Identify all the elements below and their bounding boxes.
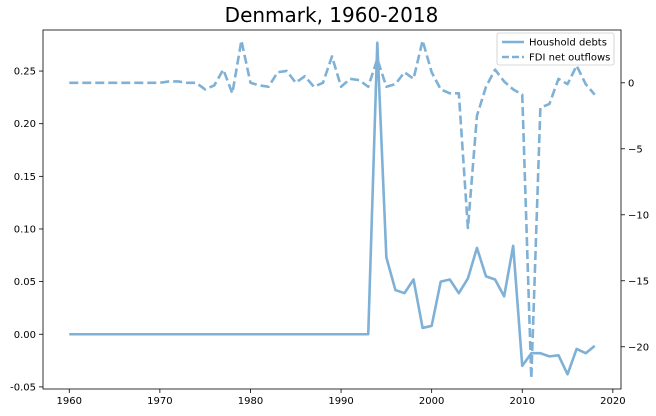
x-tick-label: 1990 bbox=[328, 396, 353, 407]
series-line-fdi-net-outflows bbox=[69, 39, 596, 380]
series-line-houshold-debts bbox=[69, 41, 596, 376]
y-left-tick-label: 0.15 bbox=[14, 172, 36, 183]
y-left-axis-ticks: -0.05 0.00 0.05 0.10 0.15 0.20 0.25 bbox=[10, 67, 43, 393]
y-right-tick-label: −10 bbox=[628, 210, 649, 221]
y-left-tick-label: 0.20 bbox=[14, 119, 36, 130]
y-left-tick-label: 0.25 bbox=[14, 67, 36, 78]
y-left-tick-label: 0.10 bbox=[14, 224, 36, 235]
legend-box bbox=[496, 32, 615, 66]
legend: Houshold debts FDI net outflows bbox=[496, 32, 615, 66]
y-left-tick-label: -0.05 bbox=[10, 382, 36, 393]
chart-title: Denmark, 1960-2018 bbox=[225, 3, 439, 27]
legend-label: Houshold debts bbox=[529, 38, 607, 49]
x-axis-ticks: 1960 1970 1980 1990 2000 2010 2020 bbox=[57, 389, 626, 407]
y-right-tick-label: 0 bbox=[628, 78, 634, 89]
x-tick-label: 1980 bbox=[238, 396, 263, 407]
y-right-tick-label: −5 bbox=[628, 144, 643, 155]
y-left-tick-label: 0.05 bbox=[14, 277, 36, 288]
x-tick-label: 1960 bbox=[57, 396, 82, 407]
y-left-tick-label: 0.00 bbox=[14, 330, 36, 341]
y-right-axis-ticks: 0 −5 −10 −15 −20 bbox=[621, 78, 649, 353]
x-tick-label: 1970 bbox=[147, 396, 172, 407]
y-right-tick-label: −20 bbox=[628, 342, 649, 353]
y-right-tick-label: −15 bbox=[628, 276, 649, 287]
series-layer bbox=[69, 39, 596, 380]
legend-label: FDI net outflows bbox=[529, 53, 610, 64]
x-tick-label: 2000 bbox=[419, 396, 444, 407]
x-tick-label: 2020 bbox=[600, 396, 625, 407]
plot-frame bbox=[42, 29, 622, 390]
x-tick-label: 2010 bbox=[510, 396, 535, 407]
